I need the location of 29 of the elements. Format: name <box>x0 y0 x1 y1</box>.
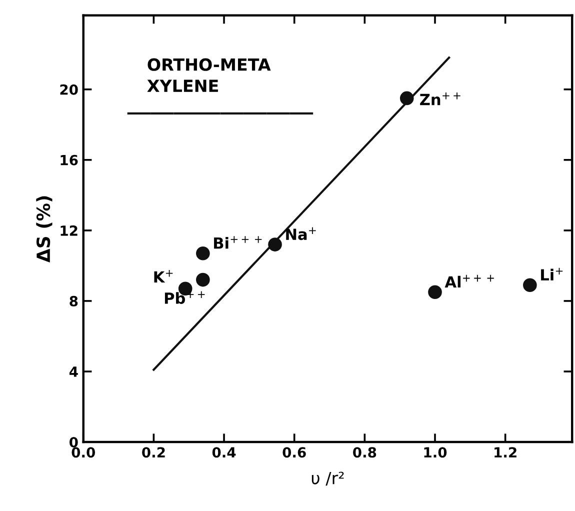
annotation: Bi$^{+++}$ <box>214 236 262 249</box>
x-tick-label: 1.2 <box>494 447 516 458</box>
annotation: Li$^{+}$ <box>541 268 563 280</box>
y-tick-label: 4 <box>69 366 78 377</box>
y-tick-label: 12 <box>60 225 78 236</box>
x-axis-title: υ /r² <box>312 472 344 486</box>
y-tick-label: 8 <box>70 296 78 306</box>
annotation: Al$^{+++}$ <box>444 274 494 288</box>
x-tick-label: 0.6 <box>282 447 306 458</box>
point <box>428 285 442 300</box>
point <box>523 278 537 292</box>
annotation: Pb$^{++}$ <box>164 291 205 304</box>
point <box>196 246 210 260</box>
y-tick-label: 20 <box>60 84 78 95</box>
y-tick-label: 16 <box>60 154 78 166</box>
annotation: Na$^{+}$ <box>286 227 316 240</box>
x-tick-label: 0.2 <box>142 447 165 458</box>
x-tick-label: 0.4 <box>212 447 236 458</box>
point <box>400 91 414 106</box>
y-axis-title: ΔS (%) <box>36 196 52 263</box>
annotation: K$^{+}$ <box>154 270 173 283</box>
point <box>268 238 282 252</box>
y-tick-label: 0 <box>70 436 78 448</box>
x-tick-label: 0.0 <box>72 447 96 458</box>
annotation: Zn$^{++}$ <box>420 92 460 106</box>
x-tick-label: 0.8 <box>353 447 376 458</box>
annotation: ORTHO-META XYLENE <box>147 58 271 92</box>
point <box>196 272 210 287</box>
x-tick-label: 1.0 <box>424 447 447 458</box>
